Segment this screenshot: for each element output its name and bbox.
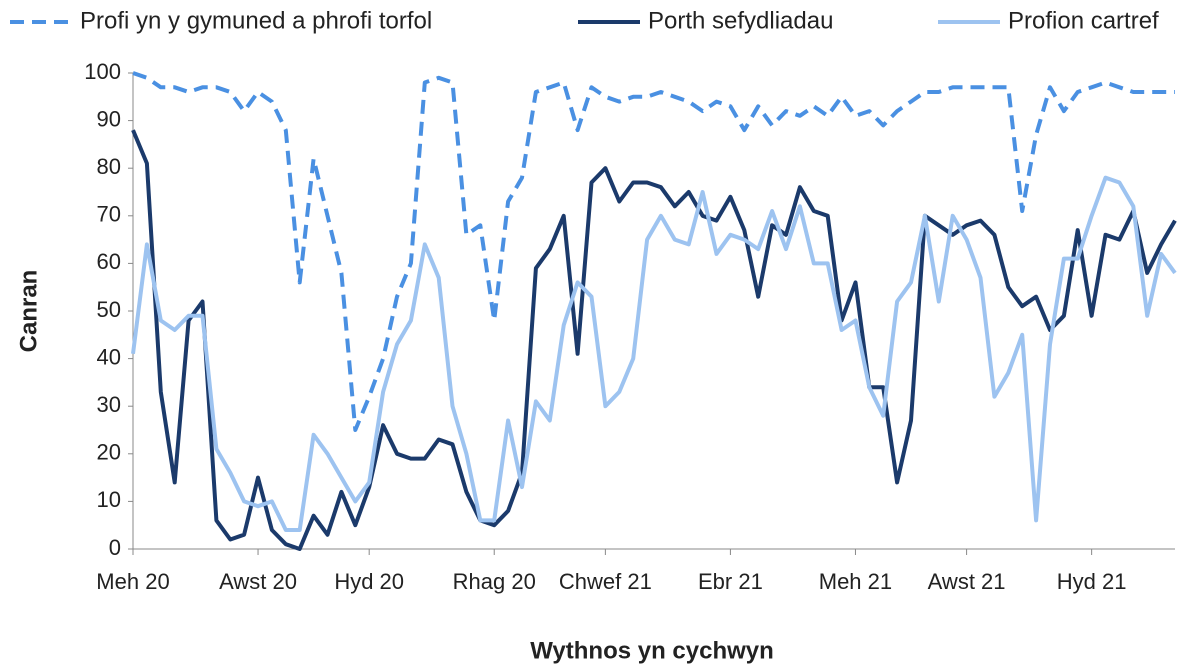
x-tick-label: Hyd 21 xyxy=(1057,569,1127,594)
series-line xyxy=(131,175,1177,532)
x-tick-label: Rhag 20 xyxy=(453,569,536,594)
y-tick-label: 60 xyxy=(97,249,121,274)
y-tick-label: 40 xyxy=(97,344,121,369)
y-tick-label: 0 xyxy=(109,535,121,560)
x-tick-label: Meh 21 xyxy=(819,569,892,594)
x-tick-label: Hyd 20 xyxy=(334,569,404,594)
series-line xyxy=(132,71,1175,432)
x-axis-label: Wythnos yn cychwyn xyxy=(530,637,774,664)
y-tick-label: 90 xyxy=(97,106,121,131)
y-tick-label: 50 xyxy=(97,297,121,322)
legend-label: Profi yn y gymuned a phrofi torfol xyxy=(80,7,432,34)
x-tick-label: Chwef 21 xyxy=(559,569,652,594)
y-tick-label: 100 xyxy=(84,59,121,84)
y-tick-label: 10 xyxy=(97,487,121,512)
y-tick-label: 30 xyxy=(97,392,121,417)
series-line xyxy=(131,129,1177,551)
y-axis-label: Canran xyxy=(15,270,42,353)
x-tick-label: Ebr 21 xyxy=(698,569,763,594)
x-tick-label: Meh 20 xyxy=(96,569,169,594)
y-tick-label: 80 xyxy=(97,154,121,179)
y-tick-label: 70 xyxy=(97,202,121,227)
legend-label: Porth sefydliadau xyxy=(648,7,833,34)
x-tick-label: Awst 20 xyxy=(219,569,297,594)
y-tick-label: 20 xyxy=(97,440,121,465)
x-tick-label: Awst 21 xyxy=(928,569,1006,594)
legend-label: Profion cartref xyxy=(1008,7,1159,34)
